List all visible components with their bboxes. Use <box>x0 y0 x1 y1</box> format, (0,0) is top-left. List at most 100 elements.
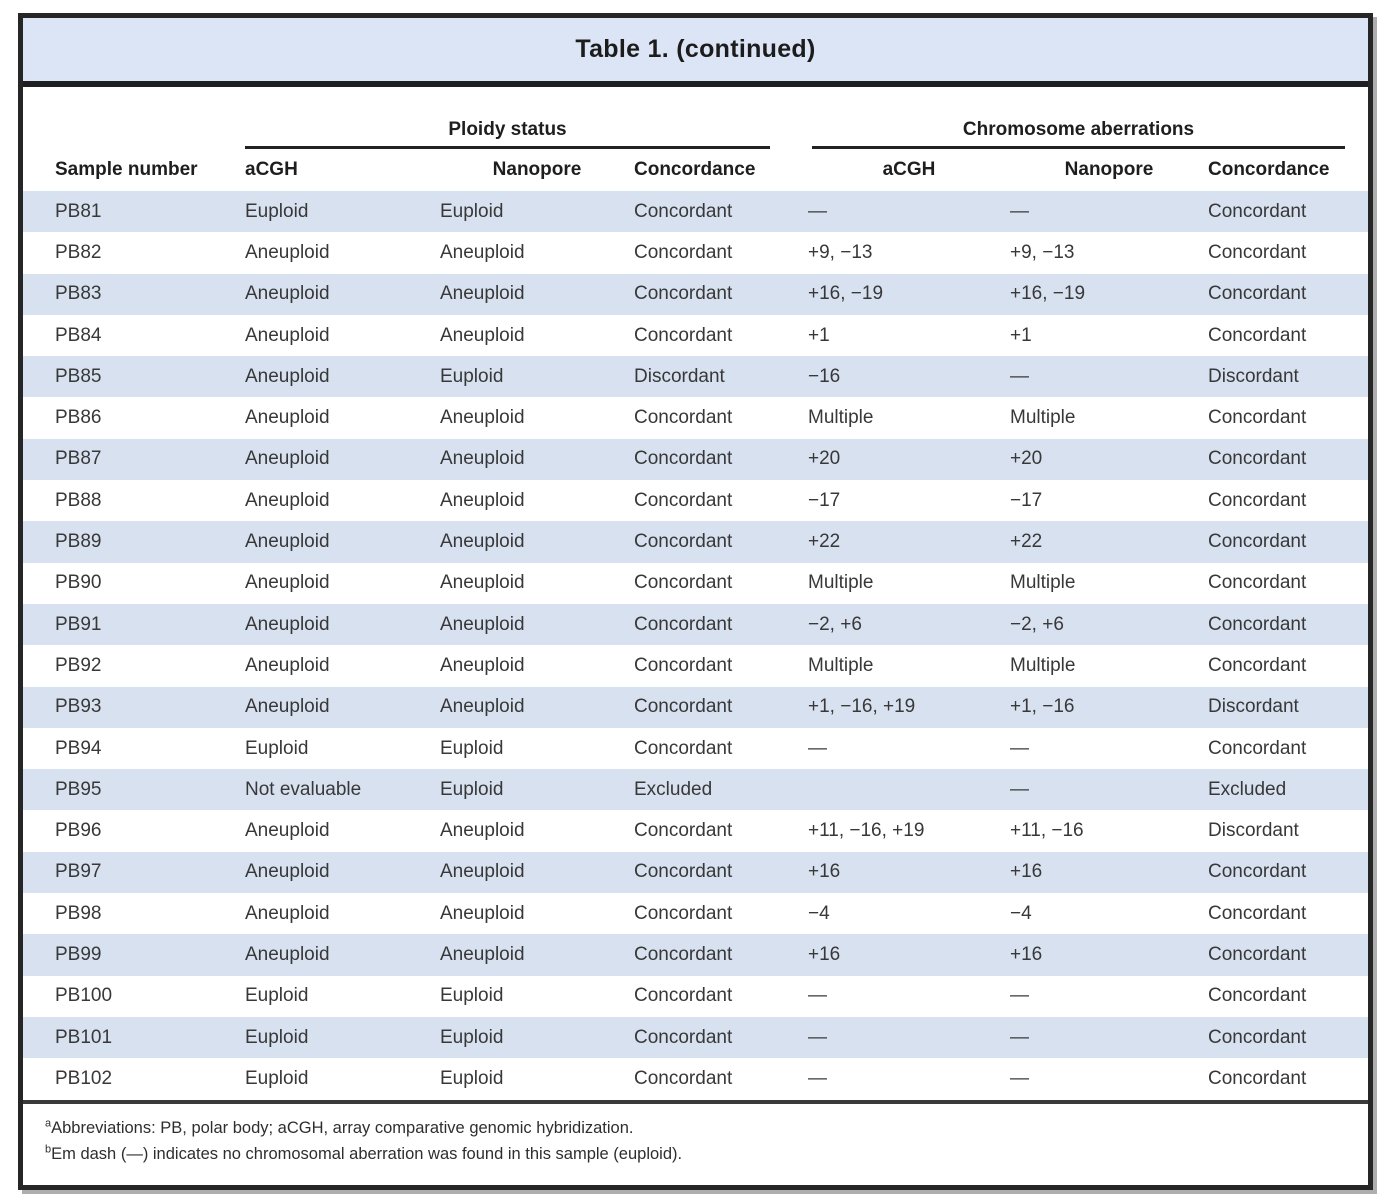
sample-cell: PB90 <box>55 572 102 594</box>
column-header-aberration-nanopore: Nanopore <box>1064 159 1154 180</box>
data-cell: Aneuploid <box>440 820 525 842</box>
data-cell: Concordant <box>1208 1026 1307 1048</box>
data-cell: Concordant <box>634 324 733 346</box>
data-cell: — <box>1010 778 1029 800</box>
data-cell: — <box>1010 365 1029 387</box>
data-cell: Aneuploid <box>245 324 330 346</box>
data-cell: Concordant <box>634 737 733 759</box>
data-cell: Concordant <box>634 985 733 1007</box>
column-header-ploidy-nanopore: Nanopore <box>492 159 582 180</box>
data-cell: — <box>1010 1067 1029 1089</box>
column-header-row: Sample number aCGH Nanopore Concordance … <box>23 149 1368 191</box>
data-cell: Concordant <box>1208 407 1307 429</box>
sample-cell: PB92 <box>55 654 102 676</box>
data-cell: Concordant <box>634 1026 733 1048</box>
data-cell: Concordant <box>634 531 733 553</box>
data-cell: +1, −16 <box>1010 696 1075 718</box>
data-cell: Aneuploid <box>245 531 330 553</box>
data-cell: Excluded <box>1208 778 1287 800</box>
data-cell: Euploid <box>440 365 504 387</box>
table-row: PB93 Aneuploid Aneuploid Concordant +1, −16,… <box>23 686 1368 728</box>
table-row: PB94 Euploid Euploid Concordant — — Concordant <box>23 728 1368 769</box>
data-cell: Concordant <box>634 283 733 305</box>
data-cell: Aneuploid <box>440 407 525 429</box>
data-cell: +16 <box>1010 861 1043 883</box>
column-header-aberration-concordance: Concordance <box>1208 159 1330 180</box>
sample-cell: PB99 <box>55 943 102 965</box>
group-header-aberrations-label: Chromosome aberrations <box>962 119 1195 140</box>
sample-cell: PB85 <box>55 365 102 387</box>
data-cell: Euploid <box>440 737 504 759</box>
table-row: PB92 Aneuploid Aneuploid Concordant Multiple… <box>23 645 1368 686</box>
data-cell: Aneuploid <box>440 283 525 305</box>
data-cell: Aneuploid <box>440 861 525 883</box>
data-cell: +16, −19 <box>808 283 884 305</box>
table-row: PB102 Euploid Euploid Concordant — — Concordan… <box>23 1058 1368 1099</box>
data-cell: Concordant <box>634 696 733 718</box>
data-cell: Multiple <box>808 654 874 676</box>
data-cell: Euploid <box>245 1067 309 1089</box>
sample-cell: PB89 <box>55 531 102 553</box>
sample-cell: PB93 <box>55 696 102 718</box>
sample-cell: PB94 <box>55 737 102 759</box>
data-cell: Aneuploid <box>440 241 525 263</box>
data-cell: +16 <box>808 861 841 883</box>
data-cell: Concordant <box>634 654 733 676</box>
data-cell: Multiple <box>1010 407 1076 429</box>
column-header-sample-number: Sample number <box>55 159 198 180</box>
data-cell: Concordant <box>1208 861 1307 883</box>
data-cell: Concordant <box>1208 943 1307 965</box>
data-cell: Concordant <box>634 861 733 883</box>
data-cell: Aneuploid <box>245 572 330 594</box>
sample-cell: PB98 <box>55 902 102 924</box>
data-cell: — <box>1010 985 1029 1007</box>
data-cell: −4 <box>808 902 830 924</box>
data-cell: +1, −16, +19 <box>808 696 916 718</box>
footnote-a-text: Abbreviations: PB, polar body; aCGH, arr… <box>51 1118 634 1137</box>
group-header-chromosome-aberrations: Chromosome aberrations <box>812 101 1345 149</box>
sample-cell: PB100 <box>55 985 113 1007</box>
data-cell: Not evaluable <box>245 778 362 800</box>
data-cell: Concordant <box>634 1067 733 1089</box>
sample-cell: PB102 <box>55 1067 113 1089</box>
data-cell: Aneuploid <box>440 448 525 470</box>
data-cell: +16, −19 <box>1010 283 1086 305</box>
data-cell: Aneuploid <box>245 365 330 387</box>
table-row: PB96 Aneuploid Aneuploid Concordant +11, −16… <box>23 810 1368 851</box>
data-cell: +1 <box>808 324 830 346</box>
data-cell: Aneuploid <box>245 820 330 842</box>
data-cell: Discordant <box>634 365 725 387</box>
sample-cell: PB101 <box>55 1026 113 1048</box>
table-row: PB82 Aneuploid Aneuploid Concordant +9, −13 +… <box>23 232 1368 273</box>
data-cell: Multiple <box>808 407 874 429</box>
data-cell: Concordant <box>634 820 733 842</box>
data-cell: Aneuploid <box>245 613 330 635</box>
data-cell: Multiple <box>1010 654 1076 676</box>
data-cell: Concordant <box>634 200 733 222</box>
data-cell: — <box>808 1067 827 1089</box>
sample-cell: PB88 <box>55 489 102 511</box>
sample-cell: PB81 <box>55 200 102 222</box>
data-cell: — <box>1010 1026 1029 1048</box>
data-cell: Concordant <box>634 943 733 965</box>
data-cell: −2, +6 <box>1010 613 1064 635</box>
data-cell: Aneuploid <box>440 572 525 594</box>
table-row: PB101 Euploid Euploid Concordant — — Concordan… <box>23 1016 1368 1059</box>
sample-cell: PB86 <box>55 407 102 429</box>
data-cell: Aneuploid <box>440 943 525 965</box>
footnote-a-marker: a <box>45 1117 52 1130</box>
data-cell: Concordant <box>1208 241 1307 263</box>
data-cell: +22 <box>1010 531 1043 553</box>
data-cell: Euploid <box>440 200 504 222</box>
column-header-ploidy-acgh: aCGH <box>245 159 298 180</box>
table-body: PB81 Euploid Euploid Concordant — — Concordant… <box>23 191 1368 1100</box>
group-header-ploidy-status: Ploidy status <box>245 101 770 149</box>
data-cell: Aneuploid <box>440 324 525 346</box>
footnote-em-dash: bEm dash (—) indicates no chromosomal ab… <box>45 1141 1356 1167</box>
data-cell: +9, −13 <box>1010 241 1075 263</box>
data-cell: −17 <box>808 489 841 511</box>
data-cell: Concordant <box>1208 531 1307 553</box>
data-cell: Aneuploid <box>245 696 330 718</box>
table-row: PB90 Aneuploid Aneuploid Concordant Multiple… <box>23 563 1368 604</box>
sample-cell: PB96 <box>55 820 102 842</box>
